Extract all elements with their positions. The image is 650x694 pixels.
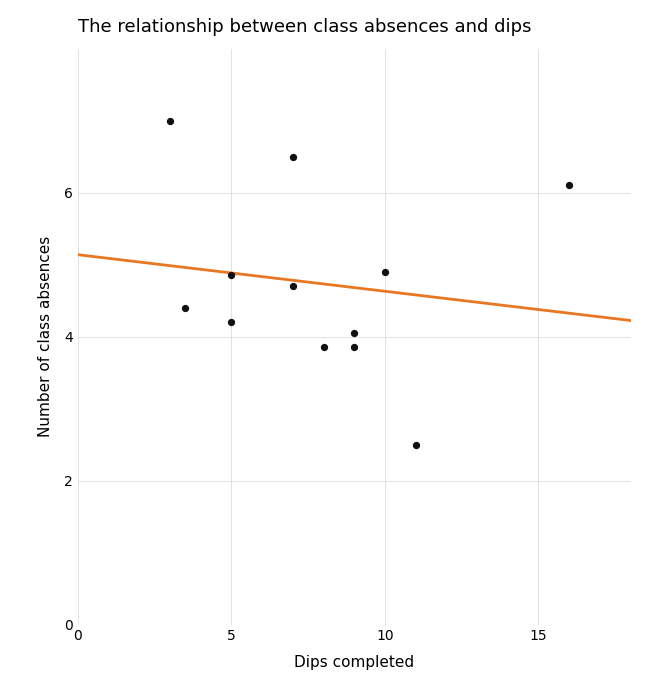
- Point: [226, 270, 237, 281]
- X-axis label: Dips completed: Dips completed: [294, 654, 414, 670]
- Point: [380, 266, 390, 278]
- Point: [288, 280, 298, 291]
- Point: [564, 180, 575, 191]
- Y-axis label: Number of class absences: Number of class absences: [38, 236, 53, 437]
- Point: [349, 328, 359, 339]
- Point: [288, 151, 298, 162]
- Point: [349, 342, 359, 353]
- Point: [410, 439, 421, 450]
- Point: [226, 316, 237, 328]
- Text: The relationship between class absences and dips: The relationship between class absences …: [78, 18, 532, 36]
- Point: [165, 115, 176, 126]
- Point: [318, 342, 329, 353]
- Point: [180, 302, 190, 313]
